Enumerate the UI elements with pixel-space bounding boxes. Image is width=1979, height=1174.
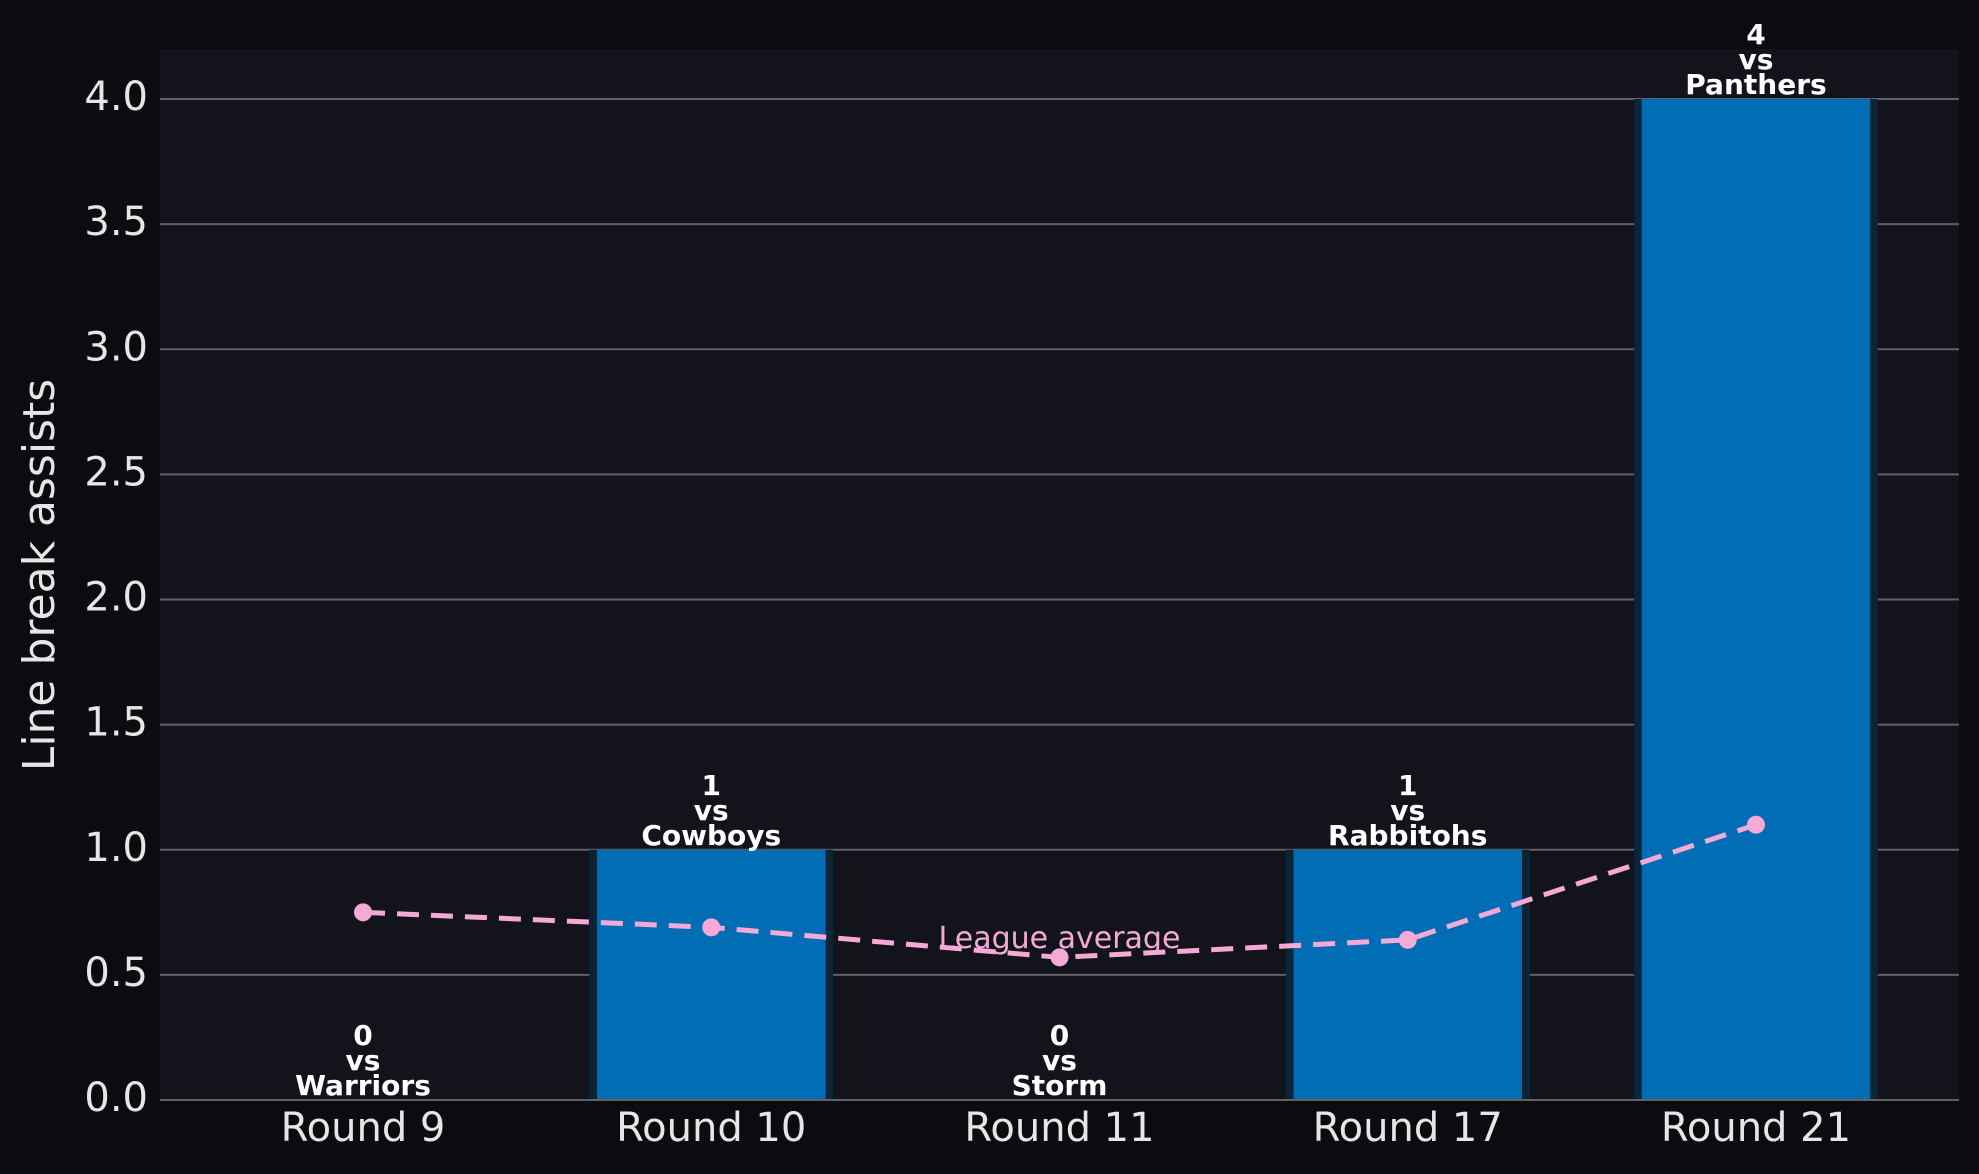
- x-tick-label: Round 11: [964, 1105, 1154, 1151]
- x-tick-label: Round 21: [1661, 1105, 1851, 1151]
- opponent-prefix: vs: [1042, 1044, 1077, 1077]
- average-point: [1746, 815, 1765, 834]
- average-point: [1050, 948, 1069, 967]
- y-tick-label: 2.0: [84, 575, 148, 621]
- opponent: Panthers: [1685, 68, 1826, 101]
- average-point: [702, 918, 721, 937]
- y-tick-label: 4.0: [84, 74, 148, 120]
- opponent: Rabbitohs: [1328, 819, 1487, 852]
- bar: [1293, 849, 1522, 1100]
- opponent: Storm: [1012, 1069, 1108, 1102]
- opponent: Warriors: [295, 1069, 431, 1102]
- value-label: 1: [1398, 769, 1417, 802]
- bar: [597, 849, 826, 1100]
- y-axis-label: Line break assists: [14, 379, 65, 771]
- opponent-prefix: vs: [346, 1044, 381, 1077]
- y-tick-label: 0.5: [84, 950, 148, 996]
- opponent-prefix: vs: [1739, 43, 1774, 76]
- opponent-prefix: vs: [1390, 794, 1425, 827]
- y-tick-label: 3.0: [84, 324, 148, 370]
- x-tick-label: Round 9: [281, 1105, 446, 1151]
- value-label: 0: [353, 1019, 372, 1052]
- y-tick-label: 0.0: [84, 1075, 148, 1121]
- value-label: 1: [702, 769, 721, 802]
- average-label: League average: [939, 921, 1181, 956]
- y-tick-label: 2.5: [84, 449, 148, 495]
- average-point: [1398, 930, 1417, 949]
- x-tick-label: Round 17: [1313, 1105, 1503, 1151]
- value-label: 4: [1746, 18, 1765, 51]
- value-label: 0: [1050, 1019, 1069, 1052]
- opponent: Cowboys: [641, 819, 781, 852]
- average-point: [354, 903, 373, 922]
- bar: [1641, 99, 1871, 1101]
- opponent-prefix: vs: [694, 794, 729, 827]
- y-tick-label: 1.0: [84, 825, 148, 871]
- y-tick-label: 3.5: [84, 199, 148, 245]
- x-tick-label: Round 10: [616, 1105, 806, 1151]
- y-tick-label: 1.5: [84, 700, 148, 746]
